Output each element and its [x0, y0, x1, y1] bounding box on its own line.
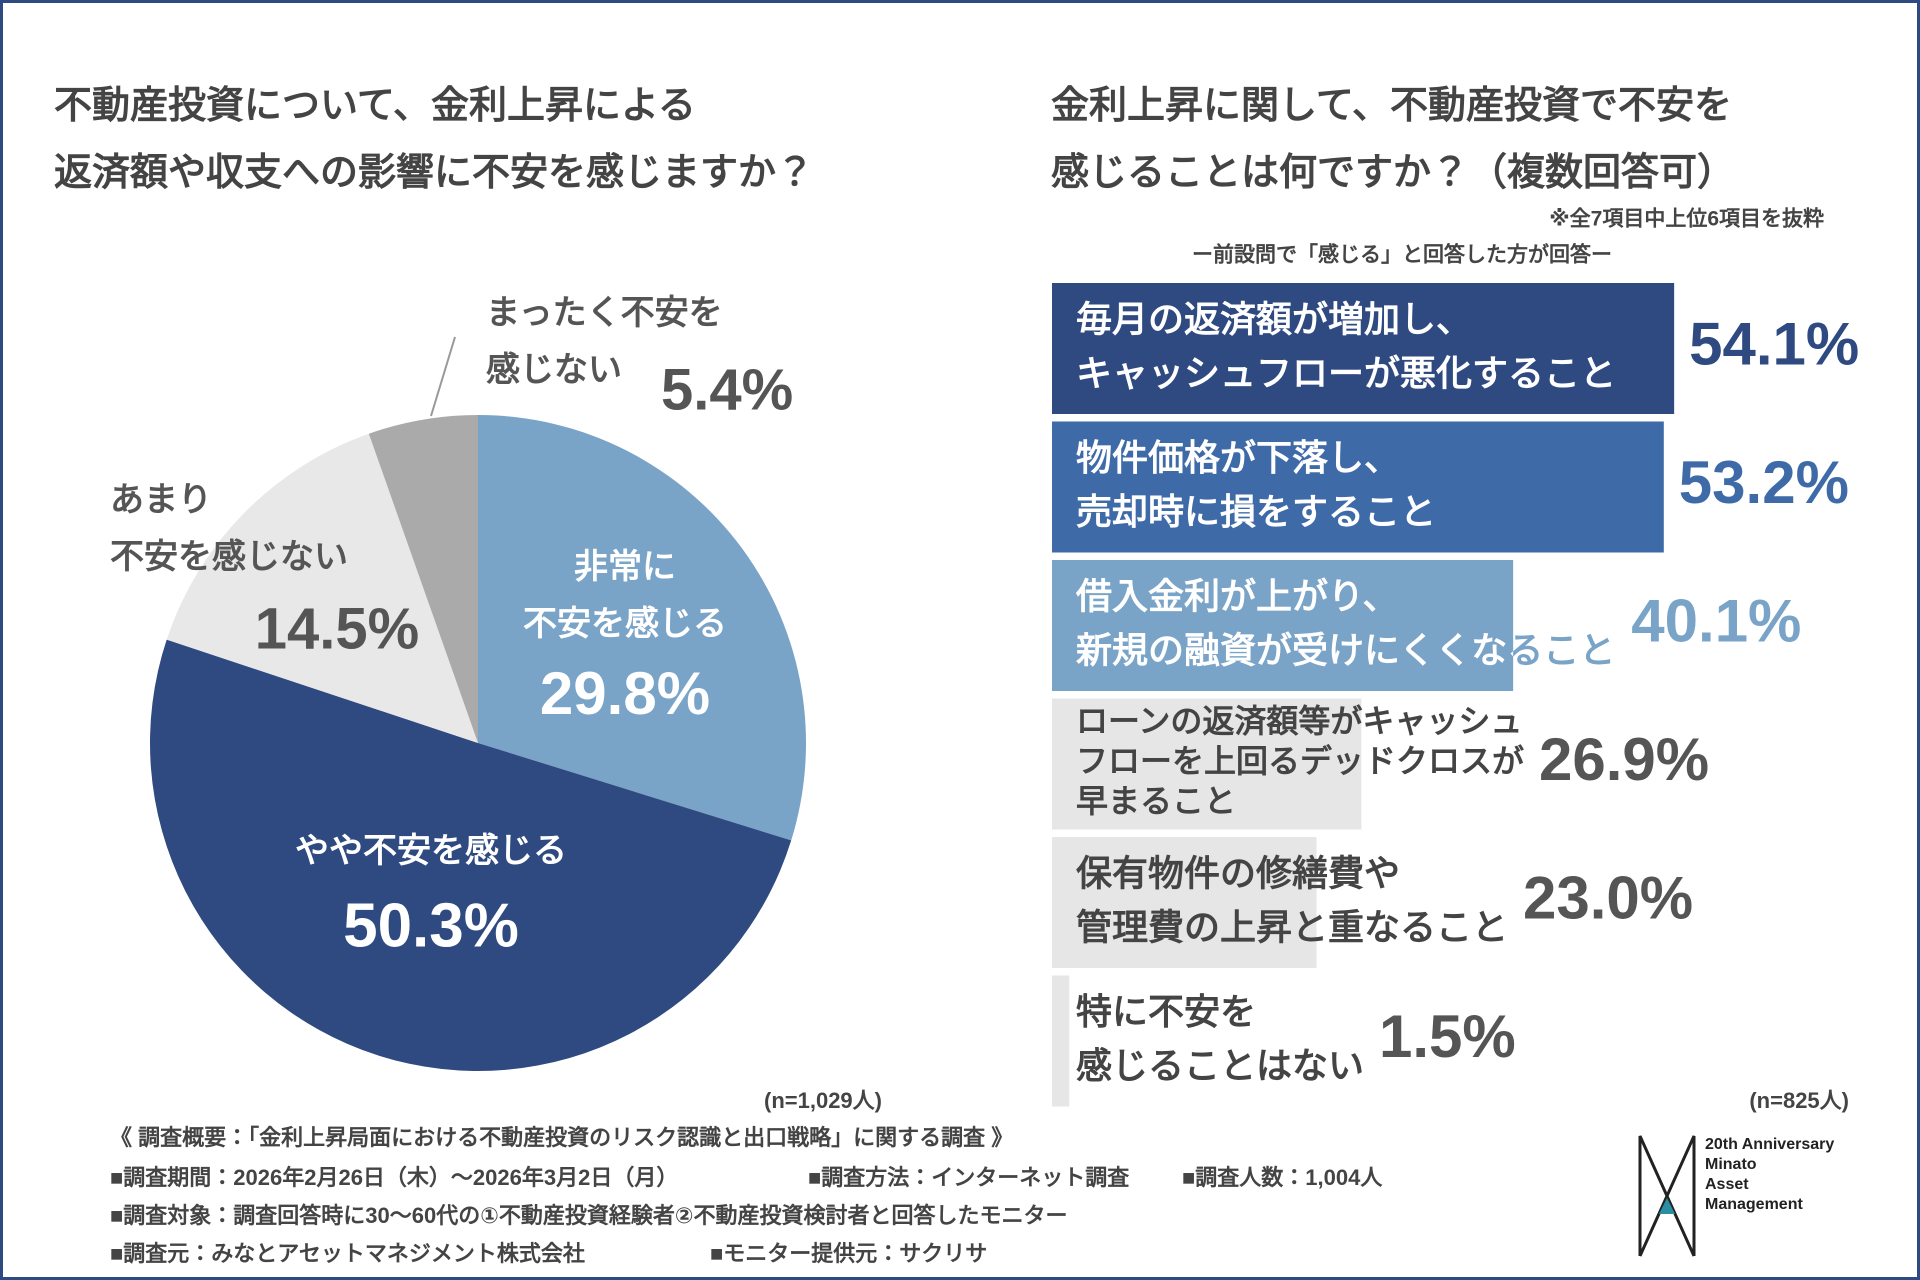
pie-label: まったく不安を感じない — [486, 294, 723, 389]
pie-label: 非常に不安を感じる — [523, 548, 727, 643]
pie-value-label: 14.5% — [255, 596, 419, 661]
logo-text: Management — [1705, 1196, 1803, 1213]
pie-label: あまり不安を感じない — [110, 481, 348, 576]
bar-subtitle: ※全7項目中上位6項目を抜粋 — [1549, 207, 1824, 231]
bar-note: (n=825人) — [1749, 1088, 1849, 1113]
pie-value-label: 29.8% — [540, 660, 710, 727]
bar-value-label: 40.1% — [1631, 587, 1801, 654]
bar-label: ローンの返済額等がキャッシュフローを上回るデッドクロスが早まること — [1076, 703, 1524, 819]
bar — [1052, 283, 1675, 414]
bar-label: 物件価格が下落し、売却時に損をすること — [1076, 437, 1436, 532]
pie-value-label: 50.3% — [343, 891, 519, 960]
bar-value-label: 23.0% — [1523, 864, 1693, 931]
bar-value-label: 26.9% — [1539, 726, 1709, 793]
footer-line: ■調査方法：インターネット調査 — [808, 1165, 1130, 1190]
bar — [1052, 421, 1664, 553]
footer-line: ■調査元：みなとアセットマネジメント株式会社 — [110, 1241, 585, 1266]
logo-triangle — [1659, 1198, 1675, 1214]
pie-slice — [478, 415, 806, 841]
bar-value-label: 53.2% — [1679, 449, 1849, 516]
footer-line: ■調査対象：調査回答時に30～60代の①不動産投資経験者②不動産投資検討者と回答… — [110, 1203, 1068, 1228]
logo-text: Minato — [1705, 1156, 1757, 1173]
logo-a — [1638, 1192, 1696, 1257]
bar-value-label: 1.5% — [1379, 1003, 1516, 1070]
bar — [1052, 975, 1070, 1107]
bar-label: 特に不安を感じることはない — [1076, 991, 1364, 1086]
bar-value-label: 54.1% — [1689, 310, 1859, 377]
footer-line: ■調査期間：2026年2月26日（木）～2026年3月2日（月） — [110, 1165, 678, 1190]
bar-caption: ー前設問で「感じる」と回答した方が回答ー — [1192, 243, 1612, 267]
bar-title: 金利上昇に関して、不動産投資で不安を感じることは何ですか？（複数回答可） — [1051, 85, 1735, 194]
pie-value-label: 5.4% — [661, 357, 793, 422]
footer-heading: 《 調査概要：「金利上昇局面における不動産投資のリスク認識と出口戦略」に関する調… — [110, 1125, 1013, 1150]
pie-slice — [368, 415, 478, 743]
leader-line — [430, 336, 456, 417]
pie-label: やや不安を感じる — [295, 832, 567, 870]
pie-slice — [149, 639, 792, 1072]
bar-label: 借入金利が上がり、新規の融資が受けにくくなること — [1075, 575, 1615, 670]
bar — [1052, 560, 1514, 691]
footer-line: ■調査人数：1,004人 — [1182, 1165, 1383, 1190]
pie-note: (n=1,029人) — [764, 1088, 882, 1113]
logo-mark — [1638, 1135, 1696, 1257]
bar-label: 毎月の返済額が増加し、キャッシュフローが悪化すること — [1076, 298, 1616, 393]
bar — [1052, 698, 1362, 830]
pie-slice — [166, 433, 478, 743]
bar-label: 毎月の返済額が増加し、キャッシュフローが悪化すること — [1076, 298, 1616, 393]
bar-label: 借入金利が上がり、新規の融資が受けにくくなること — [1075, 575, 1615, 670]
bar-label: 物件価格が下落し、売却時に損をすること — [1076, 437, 1436, 532]
footer-line: ■モニター提供元：サクリサ — [710, 1241, 987, 1266]
logo-text: 20th Anniversary — [1705, 1136, 1834, 1153]
bar-label: 保有物件の修繕費や管理費の上昇と重なること — [1076, 852, 1508, 947]
pie-title: 不動産投資について、金利上昇による返済額や収支への影響に不安を感じますか？ — [54, 85, 814, 194]
bar — [1052, 837, 1317, 968]
logo-text: Asset — [1705, 1176, 1749, 1193]
